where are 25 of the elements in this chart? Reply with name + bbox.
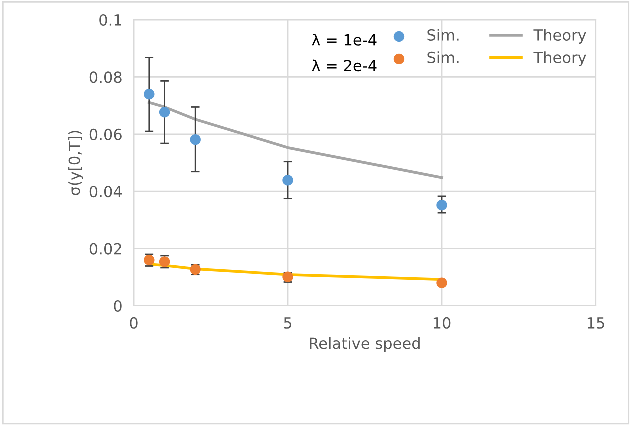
x-tick-label: 0: [130, 317, 138, 329]
point: [436, 200, 448, 211]
point: [436, 278, 448, 288]
point: [144, 89, 155, 100]
annotation: λ = 2e-4: [312, 60, 377, 72]
legend-label: Sim.: [428, 52, 459, 64]
x-axis-title: Relative speed: [310, 337, 420, 352]
x-tick-label: 10: [434, 317, 451, 329]
legend-label: Theory: [534, 29, 586, 44]
x-tick-label: 5: [284, 318, 292, 329]
line-series: [148, 101, 444, 180]
legend-label: Sim.: [428, 29, 459, 41]
y-tick-label: 0.04: [90, 186, 122, 198]
point: [282, 175, 294, 186]
y-tick-label: 0.1: [100, 14, 122, 26]
point: [190, 134, 201, 146]
annotation: λ = 1e-4: [312, 34, 377, 46]
y-tick-label: 0.08: [90, 72, 122, 84]
y-axis-title: σ(y[0,T]): [68, 131, 84, 196]
point: [159, 107, 170, 118]
x-tick-label: 15: [588, 318, 604, 329]
y-tick-label: 0: [114, 300, 122, 312]
y-tick-label: 0.02: [90, 243, 122, 255]
y-tick-label: 0.06: [90, 128, 122, 140]
legend-label: Theory: [534, 52, 586, 66]
